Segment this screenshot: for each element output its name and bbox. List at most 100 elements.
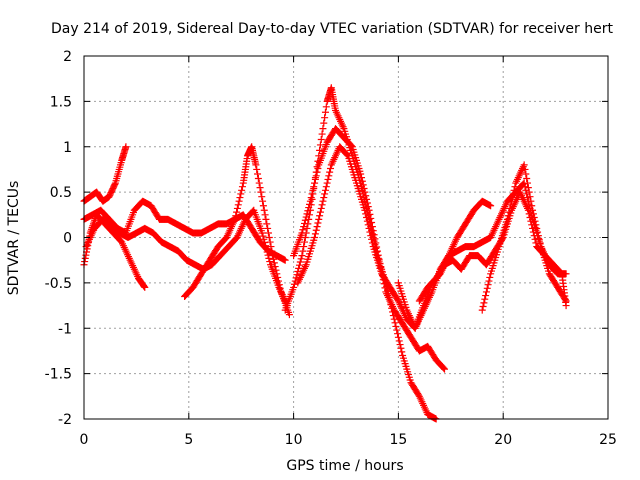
data-point: [557, 269, 565, 277]
data-point: [487, 202, 495, 210]
y-tick-label: -0.5: [45, 276, 72, 292]
data-point: [485, 277, 493, 285]
data-point: [529, 210, 537, 218]
data-point: [269, 252, 277, 260]
data-point: [312, 226, 320, 234]
data-point: [321, 114, 329, 122]
data-point: [299, 247, 307, 255]
data-point: [313, 168, 321, 176]
data-point: [310, 183, 318, 191]
data-point: [363, 199, 371, 207]
data-point: [253, 165, 261, 173]
data-point: [317, 135, 325, 143]
x-tick-label: 15: [389, 432, 407, 448]
series-track-6: [281, 84, 440, 423]
data-point: [391, 319, 399, 327]
data-point: [275, 281, 283, 289]
data-point: [319, 125, 327, 133]
data-point: [532, 221, 540, 229]
data-point: [257, 188, 265, 196]
data-point: [295, 261, 303, 269]
data-point: [521, 183, 529, 191]
y-tick-label: -1.5: [45, 367, 72, 383]
data-point: [323, 179, 331, 187]
data-point: [254, 175, 262, 183]
data-point: [264, 229, 272, 237]
data-point: [122, 143, 130, 151]
data-point: [270, 259, 278, 267]
data-point: [300, 223, 308, 231]
data-point: [309, 186, 317, 194]
data-point: [307, 194, 315, 202]
data-point: [274, 273, 282, 281]
grid-layer: [84, 56, 608, 419]
x-tick-label: 20: [494, 432, 512, 448]
data-point: [266, 238, 274, 246]
data-point: [238, 183, 246, 191]
data-point: [370, 231, 378, 239]
y-tick-label: 0.5: [50, 185, 72, 201]
data-point: [347, 142, 355, 150]
data-point: [296, 258, 304, 266]
data-point: [478, 306, 486, 314]
data-point: [358, 177, 366, 185]
data-point: [311, 179, 319, 187]
data-point: [365, 224, 373, 232]
data-point: [311, 230, 319, 238]
data-point: [521, 165, 529, 173]
data-point: [318, 201, 326, 209]
data-point: [260, 235, 268, 243]
data-point: [259, 197, 267, 205]
data-point: [361, 188, 369, 196]
data-point: [249, 207, 257, 215]
data-point: [260, 206, 268, 214]
data-point: [299, 226, 307, 234]
data-point: [269, 255, 277, 263]
data-point: [483, 284, 491, 292]
data-point: [303, 210, 311, 218]
data-point: [530, 214, 538, 222]
data-point: [533, 224, 541, 232]
data-point: [259, 202, 267, 210]
x-tick-label: 5: [184, 432, 193, 448]
data-point: [305, 204, 313, 212]
data-point: [398, 348, 406, 356]
data-point: [313, 223, 321, 231]
data-point: [236, 194, 244, 202]
data-point: [506, 204, 514, 212]
data-point: [534, 232, 542, 240]
data-point: [364, 203, 372, 211]
data-point: [440, 364, 448, 372]
data-point: [266, 258, 274, 266]
data-point: [520, 161, 528, 169]
data-point: [367, 232, 375, 240]
data-point: [368, 235, 376, 243]
data-point: [297, 255, 305, 263]
data-point: [111, 180, 119, 188]
data-point: [321, 108, 329, 116]
data-point: [314, 219, 322, 227]
data-point: [393, 326, 401, 334]
data-point: [397, 344, 405, 352]
data-point: [315, 215, 323, 223]
data-point: [298, 252, 306, 260]
data-point: [394, 296, 402, 304]
data-point: [369, 227, 377, 235]
data-point: [233, 208, 241, 216]
data-point: [258, 229, 266, 237]
data-point: [263, 248, 271, 256]
data-point: [276, 284, 284, 292]
data-point: [363, 217, 371, 225]
data-point: [394, 333, 402, 341]
data-point: [562, 297, 570, 305]
data-point: [561, 296, 569, 304]
data-point: [362, 192, 370, 200]
data-point: [525, 188, 533, 196]
data-point: [234, 201, 242, 209]
data-point: [255, 179, 263, 187]
y-tick-label: 1: [63, 140, 72, 156]
data-point: [295, 264, 303, 272]
data-point: [326, 168, 334, 176]
data-point: [281, 256, 289, 264]
data-point: [258, 193, 266, 201]
